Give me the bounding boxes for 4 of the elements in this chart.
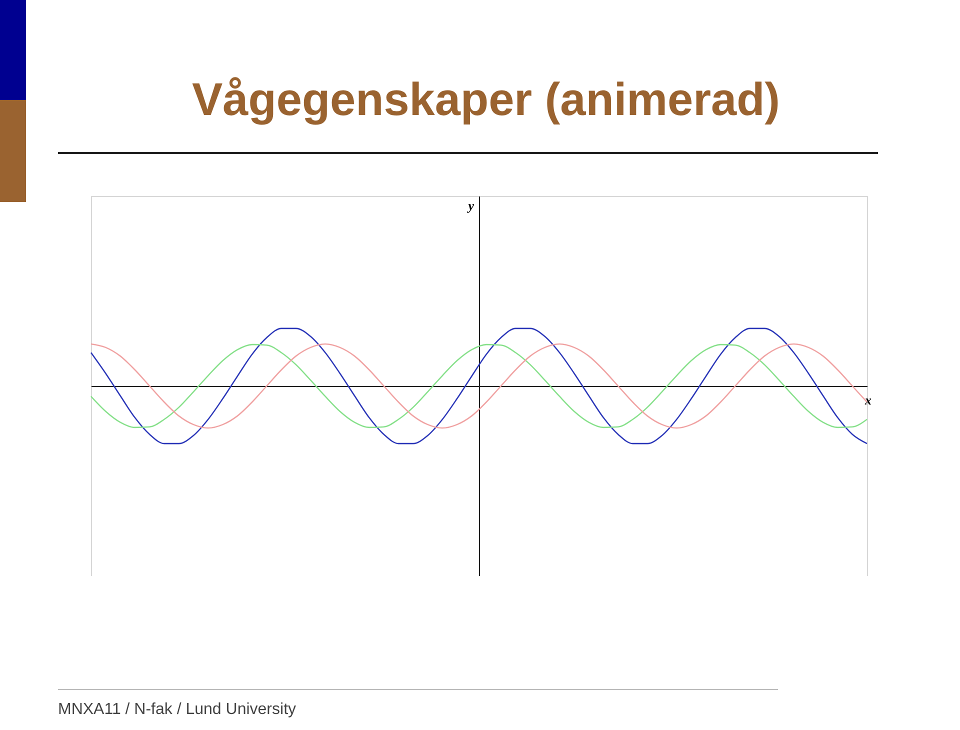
x-axis-title: x: [864, 392, 872, 408]
text: y: [466, 198, 474, 213]
chart-title: Vågegenskaper (animerad): [192, 72, 780, 126]
text: MNXA11 / N-fak / Lund University: [58, 701, 296, 719]
